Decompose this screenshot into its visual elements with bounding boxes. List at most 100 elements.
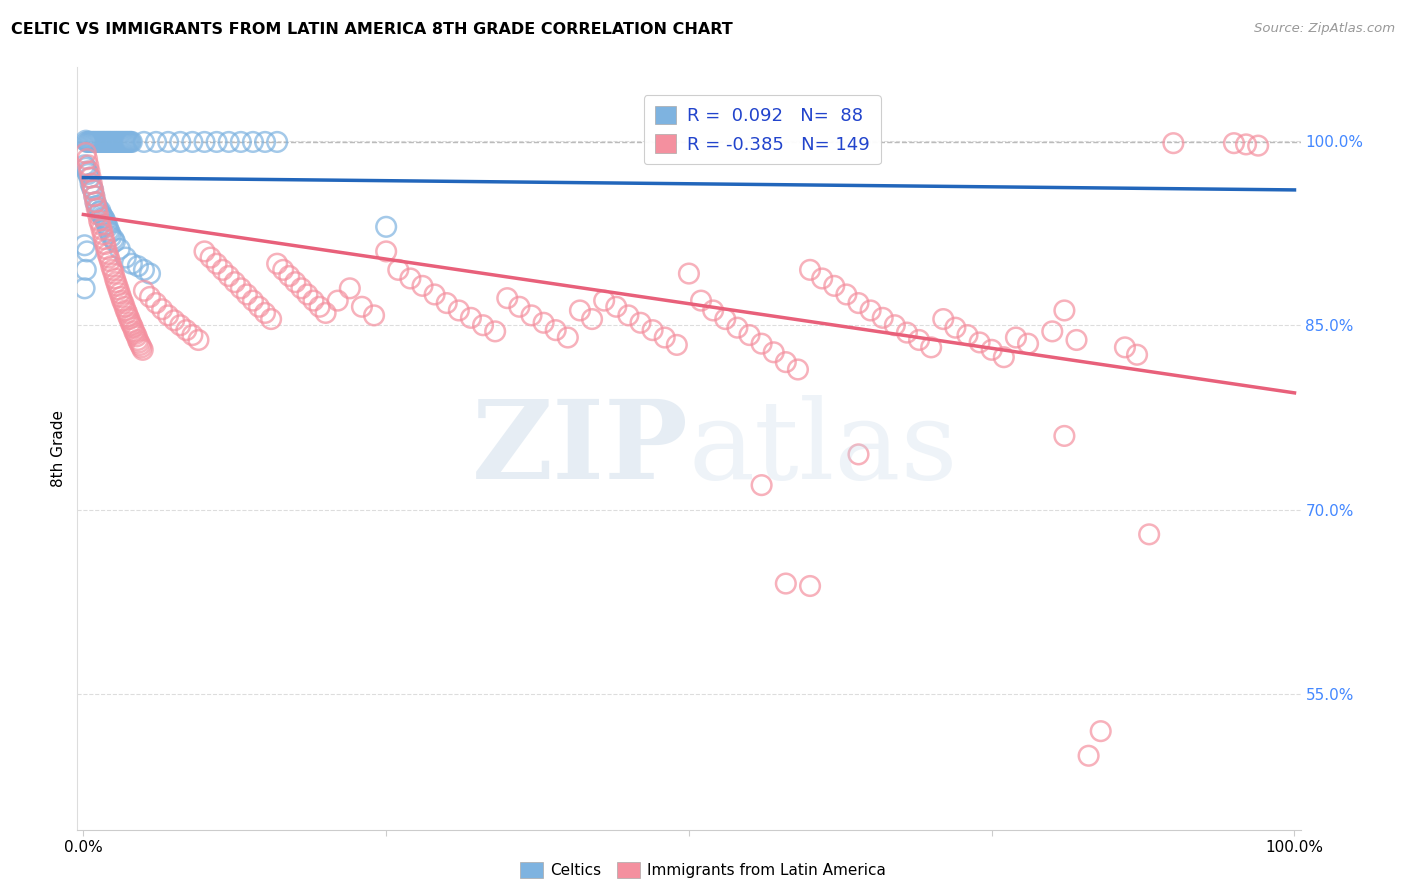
Point	[110, 290, 132, 304]
Point	[132, 284, 155, 298]
Point	[883, 318, 905, 333]
Point	[271, 263, 294, 277]
Point	[97, 135, 120, 149]
Point	[107, 283, 129, 297]
Point	[82, 183, 104, 197]
Point	[326, 293, 349, 308]
Point	[87, 207, 110, 221]
Point	[581, 312, 603, 326]
Point	[508, 300, 530, 314]
Point	[568, 303, 591, 318]
Point	[799, 263, 821, 277]
Point	[100, 135, 122, 149]
Point	[110, 135, 132, 149]
Point	[725, 320, 748, 334]
Point	[254, 135, 277, 149]
Point	[969, 335, 991, 350]
Point	[980, 343, 1002, 357]
Point	[114, 251, 136, 265]
Point	[101, 263, 124, 277]
Point	[690, 293, 713, 308]
Point	[266, 135, 288, 149]
Point	[132, 135, 155, 149]
Point	[702, 303, 724, 318]
Point	[654, 330, 676, 344]
Point	[114, 135, 136, 149]
Point	[387, 263, 409, 277]
Point	[157, 309, 180, 323]
Point	[617, 309, 640, 323]
Point	[87, 202, 110, 216]
Point	[77, 158, 100, 172]
Point	[200, 251, 222, 265]
Point	[121, 318, 143, 333]
Point	[181, 135, 204, 149]
Point	[75, 134, 97, 148]
Point	[121, 257, 143, 271]
Point	[157, 135, 180, 149]
Point	[80, 135, 103, 149]
Point	[678, 267, 700, 281]
Point	[908, 333, 931, 347]
Point	[423, 287, 446, 301]
Point	[93, 232, 115, 246]
Point	[107, 135, 129, 149]
Point	[76, 152, 98, 166]
Point	[811, 271, 834, 285]
Point	[89, 205, 111, 219]
Point	[112, 135, 135, 149]
Point	[89, 213, 111, 227]
Point	[1090, 724, 1112, 739]
Point	[118, 135, 141, 149]
Point	[86, 202, 108, 216]
Point	[104, 135, 127, 149]
Point	[533, 316, 555, 330]
Point	[775, 576, 797, 591]
Point	[90, 222, 112, 236]
Point	[125, 329, 148, 343]
Point	[75, 263, 97, 277]
Point	[105, 275, 128, 289]
Point	[145, 296, 167, 310]
Point	[96, 242, 118, 256]
Text: CELTIC VS IMMIGRANTS FROM LATIN AMERICA 8TH GRADE CORRELATION CHART: CELTIC VS IMMIGRANTS FROM LATIN AMERICA …	[11, 22, 733, 37]
Point	[84, 195, 107, 210]
Point	[89, 135, 111, 149]
Point	[86, 199, 108, 213]
Text: atlas: atlas	[689, 395, 959, 501]
Point	[593, 293, 616, 308]
Point	[103, 267, 125, 281]
Point	[132, 343, 155, 357]
Point	[823, 278, 845, 293]
Point	[436, 296, 458, 310]
Point	[73, 238, 96, 252]
Point	[79, 170, 101, 185]
Point	[75, 161, 97, 175]
Point	[247, 300, 270, 314]
Point	[1126, 348, 1149, 362]
Point	[1114, 340, 1136, 354]
Point	[91, 227, 114, 242]
Point	[108, 286, 131, 301]
Legend: Celtics, Immigrants from Latin America: Celtics, Immigrants from Latin America	[513, 856, 893, 884]
Point	[1137, 527, 1160, 541]
Point	[100, 259, 122, 273]
Point	[218, 268, 240, 283]
Point	[129, 338, 152, 352]
Point	[1040, 324, 1063, 338]
Point	[79, 135, 101, 149]
Point	[297, 287, 319, 301]
Point	[920, 340, 942, 354]
Point	[205, 135, 228, 149]
Point	[751, 478, 773, 492]
Point	[83, 189, 105, 203]
Point	[80, 180, 103, 194]
Point	[118, 312, 141, 326]
Point	[120, 316, 142, 330]
Point	[89, 135, 111, 149]
Point	[104, 235, 127, 249]
Point	[557, 330, 579, 344]
Point	[544, 323, 567, 337]
Point	[1163, 136, 1185, 150]
Point	[94, 213, 117, 227]
